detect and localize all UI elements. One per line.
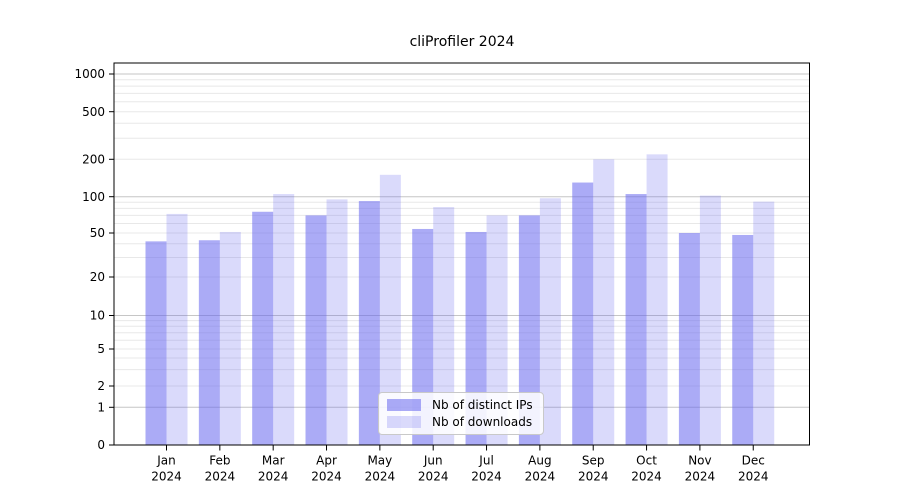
x-tick-label-month: Dec [742, 454, 765, 468]
y-tick-label: 100 [82, 190, 105, 204]
x-tick-label-month: Jan [156, 454, 176, 468]
x-axis-labels: Jan 2024 Feb 2024 Mar 2024 Apr 2024 May 2024 Jun 20… [151, 445, 769, 484]
bar [486, 215, 508, 445]
x-tick-label-year: 2024 [205, 470, 236, 484]
bar [572, 182, 594, 445]
x-tick-label-month: Nov [688, 454, 711, 468]
bar [625, 194, 647, 445]
y-tick-label: 200 [82, 153, 105, 167]
x-tick-label-month: Mar [262, 454, 285, 468]
y-tick-label: 0 [97, 438, 105, 452]
legend-swatch-distinct-ips [387, 399, 421, 412]
bar [198, 240, 220, 445]
x-tick-label-year: 2024 [311, 470, 342, 484]
bar [699, 195, 721, 445]
x-tick-label-month: Apr [316, 454, 337, 468]
bar [433, 207, 455, 445]
bar [753, 201, 775, 445]
bar [305, 215, 327, 445]
bar [646, 154, 668, 446]
x-tick-label-year: 2024 [525, 470, 556, 484]
legend: Nb of distinct IPs Nb of downloads [378, 392, 544, 435]
legend-swatch-downloads [387, 415, 421, 428]
x-tick-label-month: Jun [423, 454, 443, 468]
x-tick-label-year: 2024 [258, 470, 289, 484]
legend-label-distinct-ips: Nb of distinct IPs [432, 398, 533, 413]
y-tick-label: 500 [82, 105, 105, 119]
y-tick-label: 2 [97, 379, 105, 393]
x-tick-label-month: Sep [582, 454, 605, 468]
chart-title: cliProfiler 2024 [409, 34, 515, 50]
x-tick-label-year: 2024 [151, 470, 182, 484]
x-tick-label-year: 2024 [418, 470, 449, 484]
y-tick-label: 50 [90, 226, 105, 240]
x-tick-label-year: 2024 [738, 470, 769, 484]
bar [219, 231, 241, 445]
bar [273, 194, 295, 445]
legend-item-downloads: Nb of downloads [387, 414, 535, 431]
x-tick-label-month: Aug [528, 454, 551, 468]
bar [326, 199, 348, 445]
bars-downloads [166, 154, 775, 446]
bar [145, 241, 167, 445]
y-tick-label: 5 [97, 342, 105, 356]
bar [539, 198, 561, 445]
bar [379, 174, 401, 446]
bar [678, 233, 700, 445]
x-tick-label-year: 2024 [631, 470, 662, 484]
y-tick-label: 10 [90, 309, 105, 323]
x-tick-label-month: Oct [636, 454, 657, 468]
x-tick-label-month: Feb [209, 454, 230, 468]
bar [358, 201, 380, 445]
bar [593, 159, 615, 446]
bars-distinct-ips [145, 182, 754, 445]
bar [166, 213, 188, 445]
x-tick-label-month: May [367, 454, 392, 468]
x-tick-label-year: 2024 [365, 470, 396, 484]
x-tick-label-year: 2024 [685, 470, 716, 484]
x-tick-label-month: Jul [478, 454, 493, 468]
bar [465, 231, 487, 445]
legend-label-downloads: Nb of downloads [432, 414, 533, 429]
y-tick-label: 1000 [74, 67, 105, 81]
y-axis-labels: 0 1 2 5 10 20 50 100 200 500 1000 [74, 67, 114, 452]
legend-item-distinct-ips: Nb of distinct IPs [387, 397, 535, 414]
x-tick-label-year: 2024 [471, 470, 502, 484]
x-tick-label-year: 2024 [578, 470, 609, 484]
bar [412, 228, 434, 445]
bar [732, 234, 754, 445]
bar [252, 211, 274, 445]
y-tick-label: 1 [97, 401, 105, 415]
axis-frame [113, 62, 810, 446]
bar [518, 215, 540, 445]
y-tick-label: 20 [90, 270, 105, 284]
